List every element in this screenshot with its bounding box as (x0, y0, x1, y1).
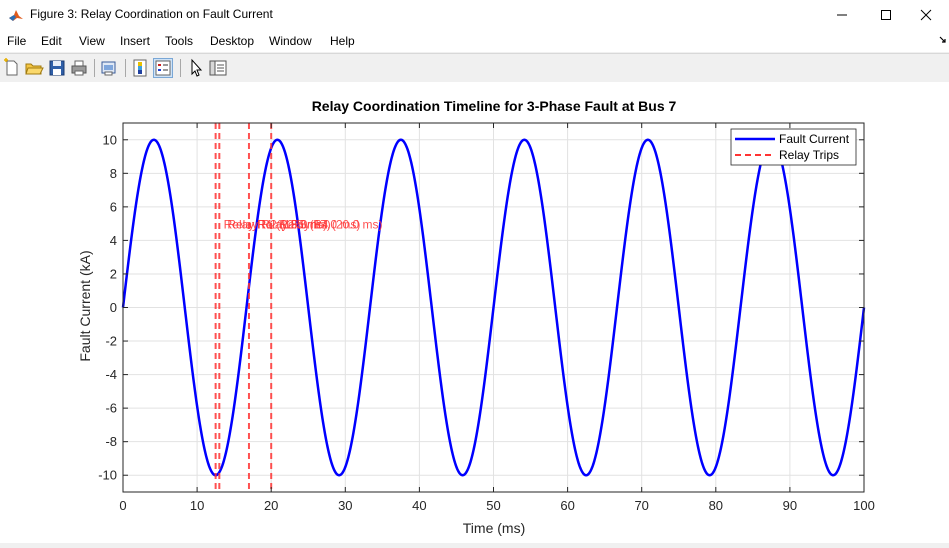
window-title: Figure 3: Relay Coordination on Fault Cu… (30, 7, 273, 21)
figure-toolbar (0, 53, 949, 83)
maximize-button[interactable] (863, 0, 909, 30)
menu-desktop[interactable]: Desktop (210, 34, 255, 48)
y-tick-label: -10 (98, 468, 117, 483)
chart-title: Relay Coordination Timeline for 3-Phase … (312, 98, 677, 114)
toolbar-separator (180, 59, 181, 77)
colorbar-icon[interactable] (130, 58, 150, 78)
menu-help[interactable]: Help (330, 34, 355, 48)
menu-file[interactable]: File (7, 34, 27, 48)
x-tick-label: 90 (783, 498, 797, 513)
legend-icon[interactable] (153, 58, 173, 78)
edit-plot-cursor-icon[interactable] (186, 58, 206, 78)
relay-trip-lines (214, 123, 273, 492)
x-tick-label: 100 (853, 498, 875, 513)
fault-current-line-group (121, 138, 866, 477)
y-tick-label: 8 (110, 166, 117, 181)
toolbar-separator (125, 59, 126, 77)
fault-current-line (121, 138, 866, 477)
chart-legend[interactable]: Fault Current Relay Trips (730, 128, 857, 166)
y-tick-label: -8 (105, 434, 117, 449)
open-file-icon[interactable] (24, 58, 44, 78)
y-tick-label: -4 (105, 367, 117, 382)
figure-canvas: Relay Coordination Timeline for 3-Phase … (0, 82, 949, 543)
new-figure-icon[interactable] (2, 58, 22, 78)
minimize-icon (837, 14, 847, 16)
menu-bar: File Edit View Insert Tools Desktop Wind… (0, 30, 949, 52)
property-inspector-icon[interactable] (208, 58, 228, 78)
relay-annotation: Relay R4 (20.0 ms) (279, 218, 382, 232)
menu-edit[interactable]: Edit (41, 34, 62, 48)
y-tick-label: -2 (105, 334, 117, 349)
y-tick-label: 4 (110, 233, 117, 248)
x-tick-label: 20 (264, 498, 278, 513)
y-tick-label: -6 (105, 401, 117, 416)
maximize-icon (881, 10, 891, 20)
legend-box (730, 128, 857, 166)
print-preview-icon[interactable] (99, 58, 119, 78)
matlab-logo-icon (8, 7, 24, 23)
dock-arrow-icon[interactable] (939, 36, 947, 44)
legend-label-relay-trips: Relay Trips (779, 148, 839, 162)
minimize-button[interactable] (819, 0, 865, 30)
close-icon (920, 9, 932, 21)
menu-tools[interactable]: Tools (165, 34, 194, 48)
save-icon[interactable] (47, 58, 67, 78)
print-icon[interactable] (69, 58, 89, 78)
menu-view[interactable]: View (79, 34, 105, 48)
y-axis-label: Fault Current (kA) (77, 250, 93, 361)
y-tick-label: 0 (110, 300, 117, 315)
x-axis-ticks: 0 10 20 30 40 50 60 70 80 90 100 (119, 123, 875, 513)
y-tick-label: 10 (103, 132, 117, 147)
toolbar-separator (94, 59, 95, 77)
x-tick-label: 50 (486, 498, 500, 513)
x-tick-label: 30 (338, 498, 352, 513)
relay-coordination-chart[interactable]: Relay Coordination Timeline for 3-Phase … (0, 82, 949, 543)
menu-window[interactable]: Window (269, 34, 312, 48)
y-axis-ticks: -10 -8 -6 -4 -2 0 2 4 6 8 10 (98, 132, 864, 483)
x-tick-label: 60 (560, 498, 574, 513)
x-tick-label: 40 (412, 498, 426, 513)
x-tick-label: 0 (119, 498, 126, 513)
y-tick-label: 6 (110, 199, 117, 214)
relay-annotation: Relay R2 (13.0 ms) (227, 218, 330, 232)
relay-annotation: Relay R1 (12.5 ms) (224, 218, 327, 232)
x-axis-label: Time (ms) (463, 520, 525, 536)
x-tick-label: 10 (190, 498, 204, 513)
window-title-bar: Figure 3: Relay Coordination on Fault Cu… (0, 0, 949, 30)
legend-label-fault-current: Fault Current (779, 132, 850, 146)
relay-annotations: Relay R1 (12.5 ms)Relay R2 (13.0 ms)Rela… (224, 218, 383, 232)
x-tick-label: 80 (709, 498, 723, 513)
y-tick-label: 2 (110, 266, 117, 281)
close-button[interactable] (903, 0, 949, 30)
menu-insert[interactable]: Insert (120, 34, 151, 48)
x-tick-label: 70 (634, 498, 648, 513)
relay-annotation: Relay R3 (17.0 ms) (257, 218, 360, 232)
